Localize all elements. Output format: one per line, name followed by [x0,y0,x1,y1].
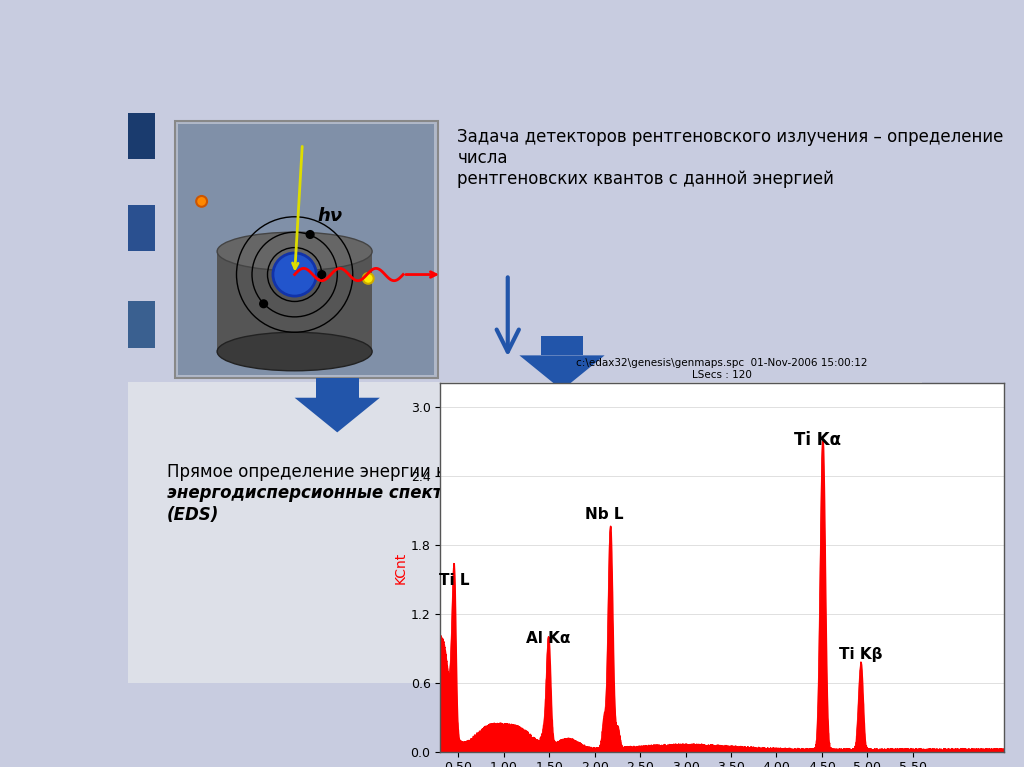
FancyBboxPatch shape [128,113,155,159]
Text: Al Kα: Al Kα [526,630,570,646]
Circle shape [317,271,326,278]
FancyBboxPatch shape [178,124,434,374]
Y-axis label: KCnt: KCnt [394,551,408,584]
FancyBboxPatch shape [316,378,358,398]
Text: энергодисперсионные спектрометры: энергодисперсионные спектрометры [167,484,526,502]
FancyBboxPatch shape [174,120,438,378]
FancyBboxPatch shape [128,92,922,390]
Circle shape [362,273,374,284]
Circle shape [306,231,314,239]
FancyBboxPatch shape [128,382,922,683]
Text: Nb L: Nb L [585,506,623,522]
Ellipse shape [217,332,372,370]
Text: Ti L: Ti L [438,573,469,588]
Circle shape [273,253,316,296]
Circle shape [197,196,207,207]
Text: Прямое определение энергии квантов –: Прямое определение энергии квантов – [167,463,520,481]
Text: Определение энергии квантов через длину
волны рентгеновского излучения –: Определение энергии квантов через длину … [458,398,843,436]
Circle shape [260,300,267,308]
Text: Задача детекторов рентгеновского излучения – определение числа
рентгеновских ква: Задача детекторов рентгеновского излучен… [458,128,1004,188]
FancyBboxPatch shape [541,336,584,355]
FancyBboxPatch shape [128,206,155,252]
FancyBboxPatch shape [128,301,155,347]
Text: (EDS): (EDS) [167,505,219,524]
Polygon shape [519,355,604,390]
Text: волнодисперсионные спектрометры (WDS): волнодисперсионные спектрометры (WDS) [458,436,874,454]
Polygon shape [295,398,380,433]
Text: hν: hν [317,206,343,225]
Text: Ti Kα: Ti Kα [794,431,841,449]
Ellipse shape [217,232,372,271]
Title: c:\edax32\genesis\genmaps.spc  01-Nov-2006 15:00:12
LSecs : 120: c:\edax32\genesis\genmaps.spc 01-Nov-200… [577,358,867,380]
Text: Ti Kβ: Ti Kβ [839,647,883,662]
FancyBboxPatch shape [217,252,372,351]
